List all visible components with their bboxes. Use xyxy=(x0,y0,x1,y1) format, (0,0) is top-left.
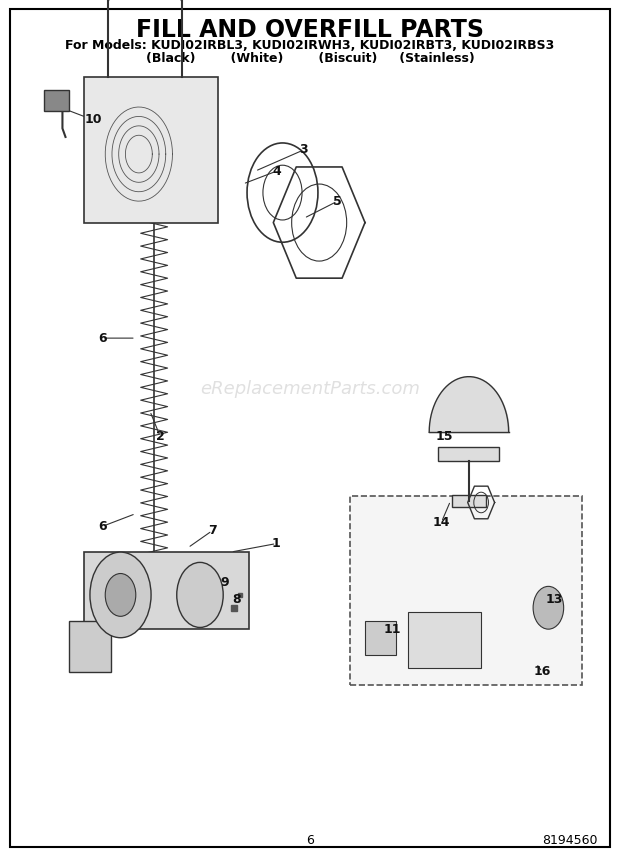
Text: 15: 15 xyxy=(436,430,453,443)
Text: 14: 14 xyxy=(433,515,450,529)
Bar xyxy=(408,612,481,668)
Bar xyxy=(365,621,396,655)
Bar xyxy=(69,621,112,672)
Text: 3: 3 xyxy=(299,143,308,157)
Bar xyxy=(452,495,486,507)
Text: 1: 1 xyxy=(272,537,281,550)
Bar xyxy=(84,552,249,629)
Circle shape xyxy=(177,562,223,627)
Bar xyxy=(44,90,69,111)
Circle shape xyxy=(105,574,136,616)
Text: 13: 13 xyxy=(546,592,563,606)
Text: 4: 4 xyxy=(272,164,281,178)
Text: 10: 10 xyxy=(84,113,102,127)
Text: 16: 16 xyxy=(534,665,551,679)
Text: 8194560: 8194560 xyxy=(542,834,597,847)
Text: 6: 6 xyxy=(306,834,314,847)
Circle shape xyxy=(533,586,564,629)
Text: 6: 6 xyxy=(98,520,107,533)
Text: 2: 2 xyxy=(156,430,165,443)
Bar xyxy=(350,496,582,685)
Text: (Black)        (White)        (Biscuit)     (Stainless): (Black) (White) (Biscuit) (Stainless) xyxy=(146,51,474,65)
Text: 6: 6 xyxy=(98,331,107,345)
Bar xyxy=(84,77,218,223)
Text: FILL AND OVERFILL PARTS: FILL AND OVERFILL PARTS xyxy=(136,18,484,42)
Text: eReplacementParts.com: eReplacementParts.com xyxy=(200,380,420,399)
Text: For Models: KUDI02IRBL3, KUDI02IRWH3, KUDI02IRBT3, KUDI02IRBS3: For Models: KUDI02IRBL3, KUDI02IRWH3, KU… xyxy=(65,39,555,52)
Bar xyxy=(438,447,500,461)
Text: 5: 5 xyxy=(333,194,342,208)
Text: 11: 11 xyxy=(384,622,401,636)
Text: 9: 9 xyxy=(220,575,229,589)
Circle shape xyxy=(90,552,151,638)
Text: 7: 7 xyxy=(208,524,216,538)
Text: 8: 8 xyxy=(232,592,241,606)
